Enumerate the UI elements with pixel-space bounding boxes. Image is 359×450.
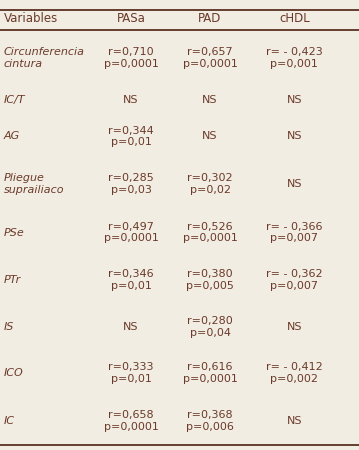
Text: NS: NS <box>123 95 139 105</box>
Text: PSe: PSe <box>4 228 24 238</box>
Text: PTr: PTr <box>4 275 21 285</box>
Text: NS: NS <box>286 179 302 189</box>
Text: p=0,002: p=0,002 <box>270 374 318 384</box>
Text: r=0,302: r=0,302 <box>187 173 233 183</box>
Text: NS: NS <box>286 131 302 141</box>
Text: p=0,01: p=0,01 <box>111 281 151 291</box>
Text: r=0,368: r=0,368 <box>187 410 233 420</box>
Text: r= - 0,362: r= - 0,362 <box>266 270 323 279</box>
Text: r=0,280: r=0,280 <box>187 316 233 326</box>
Text: r=0,497: r=0,497 <box>108 222 154 232</box>
Text: p=0,04: p=0,04 <box>190 328 230 338</box>
Text: suprailiaco: suprailiaco <box>4 184 64 195</box>
Text: p=0,0001: p=0,0001 <box>104 234 158 243</box>
Text: IC: IC <box>4 416 15 426</box>
Text: cHDL: cHDL <box>279 13 310 25</box>
Text: NS: NS <box>286 322 302 332</box>
Text: p=0,0001: p=0,0001 <box>104 58 158 68</box>
Text: PASa: PASa <box>117 13 145 25</box>
Text: cintura: cintura <box>4 58 43 68</box>
Text: PAD: PAD <box>198 13 222 25</box>
Text: AG: AG <box>4 131 20 141</box>
Text: ICO: ICO <box>4 368 23 378</box>
Text: p=0,006: p=0,006 <box>186 422 234 432</box>
Text: NS: NS <box>123 322 139 332</box>
Text: r= - 0,423: r= - 0,423 <box>266 47 323 57</box>
Text: p=0,005: p=0,005 <box>186 281 234 291</box>
Text: r=0,344: r=0,344 <box>108 126 154 135</box>
Text: p=0,0001: p=0,0001 <box>183 374 237 384</box>
Text: p=0,01: p=0,01 <box>111 137 151 147</box>
Text: NS: NS <box>286 95 302 105</box>
Text: NS: NS <box>202 95 218 105</box>
Text: p=0,0001: p=0,0001 <box>183 234 237 243</box>
Text: r=0,616: r=0,616 <box>187 362 233 372</box>
Text: r=0,710: r=0,710 <box>108 47 154 57</box>
Text: p=0,007: p=0,007 <box>270 234 318 243</box>
Text: p=0,0001: p=0,0001 <box>183 58 237 68</box>
Text: r=0,285: r=0,285 <box>108 173 154 183</box>
Text: r=0,380: r=0,380 <box>187 270 233 279</box>
Text: Variables: Variables <box>4 13 58 25</box>
Text: IC/T: IC/T <box>4 95 25 105</box>
Text: NS: NS <box>286 416 302 426</box>
Text: NS: NS <box>202 131 218 141</box>
Text: r=0,346: r=0,346 <box>108 270 154 279</box>
Text: p=0,03: p=0,03 <box>111 184 151 195</box>
Text: r=0,526: r=0,526 <box>187 222 233 232</box>
Text: Pliegue: Pliegue <box>4 173 45 183</box>
Text: p=0,007: p=0,007 <box>270 281 318 291</box>
Text: r= - 0,412: r= - 0,412 <box>266 362 323 372</box>
Text: p=0,001: p=0,001 <box>270 58 318 68</box>
Text: Circunferencia: Circunferencia <box>4 47 85 57</box>
Text: p=0,0001: p=0,0001 <box>104 422 158 432</box>
Text: r=0,657: r=0,657 <box>187 47 233 57</box>
Text: p=0,02: p=0,02 <box>190 184 230 195</box>
Text: r= - 0,366: r= - 0,366 <box>266 222 323 232</box>
Text: r=0,333: r=0,333 <box>108 362 154 372</box>
Text: IS: IS <box>4 322 14 332</box>
Text: p=0,01: p=0,01 <box>111 374 151 384</box>
Text: r=0,658: r=0,658 <box>108 410 154 420</box>
